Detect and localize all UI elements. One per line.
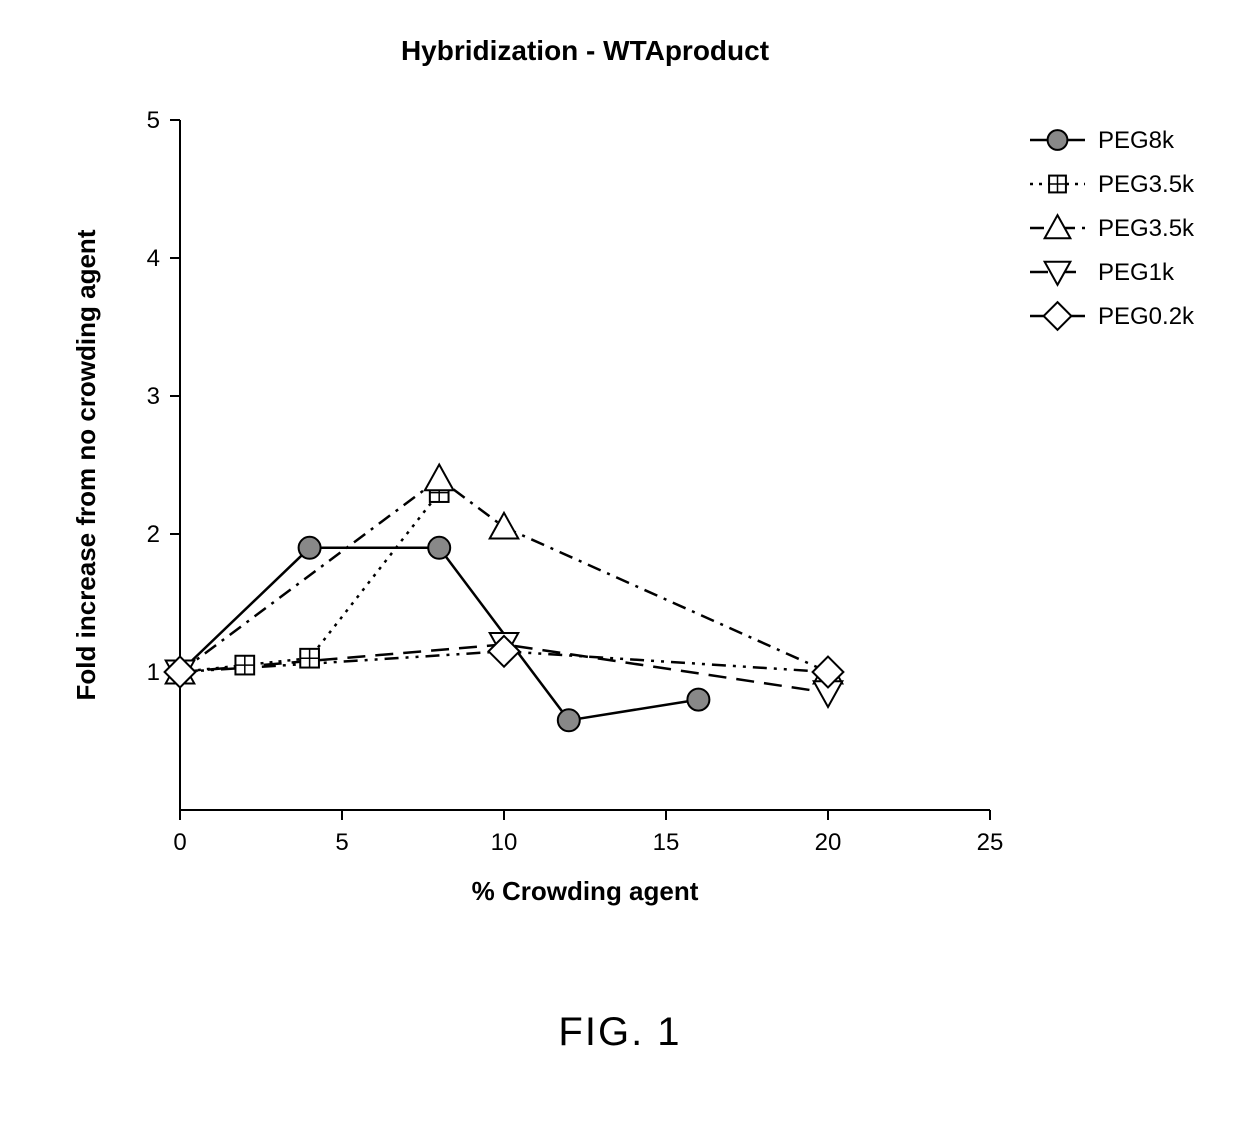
- svg-text:20: 20: [815, 829, 842, 856]
- svg-text:2: 2: [147, 521, 160, 548]
- svg-text:PEG3.5k: PEG3.5k: [1098, 215, 1195, 242]
- svg-text:15: 15: [653, 829, 680, 856]
- svg-text:PEG3.5k: PEG3.5k: [1098, 171, 1195, 198]
- svg-text:PEG8k: PEG8k: [1098, 127, 1175, 154]
- svg-text:Hybridization - WTAproduct: Hybridization - WTAproduct: [401, 35, 769, 66]
- figure-caption: FIG. 1: [0, 1010, 1240, 1055]
- svg-text:10: 10: [491, 829, 518, 856]
- svg-text:3: 3: [147, 383, 160, 410]
- svg-text:Fold increase from no crowding: Fold increase from no crowding agent: [71, 229, 101, 700]
- svg-text:25: 25: [977, 829, 1004, 856]
- svg-text:4: 4: [147, 245, 160, 272]
- svg-text:% Crowding agent: % Crowding agent: [472, 876, 699, 906]
- svg-text:PEG0.2k: PEG0.2k: [1098, 303, 1195, 330]
- chart-stage: Hybridization - WTAproduct 0 5 10 15 20 25 1 2 3 4…: [0, 0, 1240, 1127]
- svg-text:1: 1: [147, 659, 160, 686]
- svg-text:5: 5: [335, 829, 348, 856]
- svg-text:5: 5: [147, 107, 160, 134]
- chart-svg: Hybridization - WTAproduct 0 5 10 15 20 25 1 2 3 4…: [0, 0, 1240, 960]
- svg-text:PEG1k: PEG1k: [1098, 259, 1175, 286]
- svg-text:0: 0: [173, 829, 186, 856]
